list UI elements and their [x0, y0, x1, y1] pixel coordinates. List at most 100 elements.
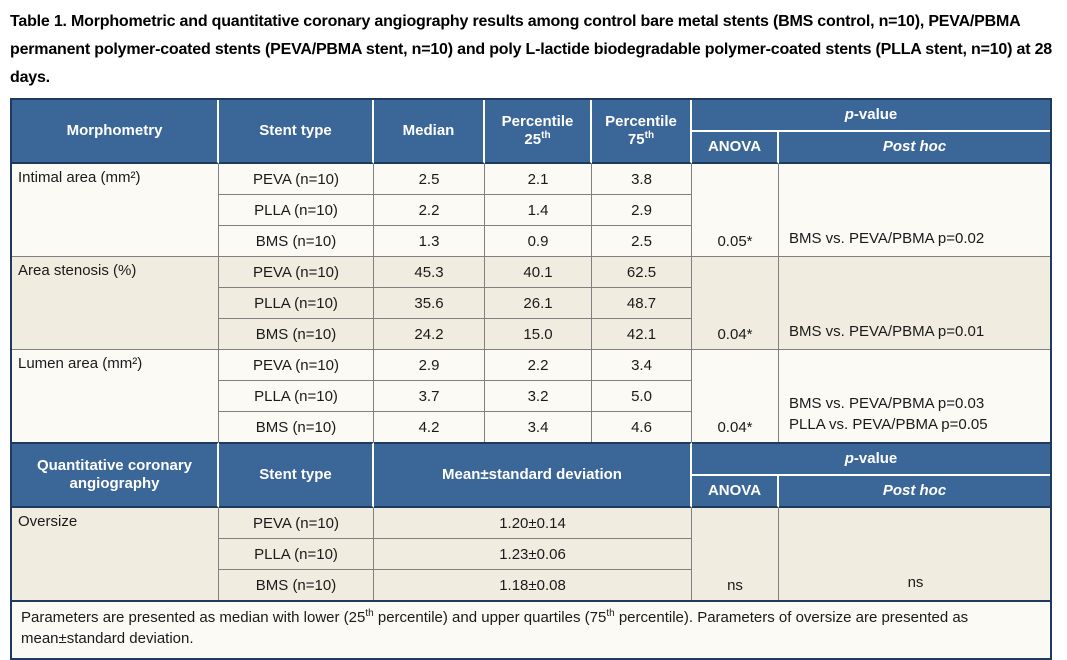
footnote-text: Parameters are presented as median with …: [21, 609, 366, 626]
stent-cell: PEVA (n=10): [219, 257, 374, 288]
p25-cell: 26.1: [485, 288, 592, 319]
anova-cell: 0.04*: [692, 350, 779, 442]
footnote-text: percentile) and upper quartiles (75: [373, 609, 607, 626]
qca-header-line2: angiography: [69, 475, 160, 492]
column-header-post-hoc: Post hoc: [779, 132, 1050, 164]
stent-cell: PLLA (n=10): [219, 381, 374, 412]
p-value-italic-p: p: [844, 106, 854, 123]
anova-cell: ns: [692, 508, 779, 600]
median-cell: 1.3: [374, 226, 485, 257]
posthoc-line: BMS vs. PEVA/PBMA p=0.01: [789, 323, 985, 341]
posthoc-cell: BMS vs. PEVA/PBMA p=0.03 PLLA vs. PEVA/PB…: [779, 350, 1050, 442]
column-header-post-hoc: Post hoc: [779, 476, 1050, 508]
table-row: BMS (n=10) 24.2 15.0 42.1: [12, 319, 1050, 350]
p75-cell: 5.0: [592, 381, 692, 412]
posthoc-cell: BMS vs. PEVA/PBMA p=0.01: [779, 257, 1050, 350]
p25-cell: 3.4: [485, 412, 592, 442]
p75-cell: 48.7: [592, 288, 692, 319]
stent-cell: BMS (n=10): [219, 226, 374, 257]
median-cell: 2.2: [374, 195, 485, 226]
table-row: BMS (n=10) 1.3 0.9 2.5: [12, 226, 1050, 257]
table-row: Lumen area (mm²) PEVA (n=10) 2.9 2.2 3.4…: [12, 350, 1050, 442]
category-cell: Area stenosis (%): [12, 257, 219, 350]
morphometry-header-row-2: ANOVA Post hoc: [12, 132, 1050, 164]
p75-cell: 2.5: [592, 226, 692, 257]
stent-cell: PEVA (n=10): [219, 164, 374, 195]
median-cell: 2.9: [374, 350, 485, 381]
p25-cell: 2.1: [485, 164, 592, 195]
percentile-75-num: 75: [627, 131, 645, 148]
p-value-rest: -value: [853, 450, 898, 467]
median-cell: 2.5: [374, 164, 485, 195]
p25-cell: 1.4: [485, 195, 592, 226]
stent-cell: PLLA (n=10): [219, 195, 374, 226]
column-header-p-value: p-value: [692, 442, 1050, 476]
table-container: Morphometry Stent type Median Percentile…: [10, 98, 1052, 660]
stent-cell: BMS (n=10): [219, 570, 374, 600]
qca-header-row-2: ANOVA Post hoc: [12, 476, 1050, 508]
stent-cell: BMS (n=10): [219, 319, 374, 350]
posthoc-line: PLLA vs. PEVA/PBMA p=0.05: [789, 416, 988, 434]
qca-header-row-1: Quantitative coronary angiography Stent t…: [12, 442, 1050, 508]
percentile-25-line1: Percentile: [501, 113, 574, 130]
stent-cell: PLLA (n=10): [219, 539, 374, 570]
category-cell: Intimal area (mm²): [12, 164, 219, 257]
posthoc-line: BMS vs. PEVA/PBMA p=0.02: [789, 230, 985, 248]
p75-cell: 3.8: [592, 164, 692, 195]
column-header-stent-type: Stent type: [219, 100, 374, 164]
category-cell: Oversize: [12, 508, 219, 600]
footnote-sup: th: [365, 608, 374, 619]
column-header-percentile-75: Percentile 75th: [592, 100, 692, 164]
posthoc-line: BMS vs. PEVA/PBMA p=0.03: [789, 394, 985, 412]
p75-cell: 3.4: [592, 350, 692, 381]
table-row: Oversize PEVA (n=10) 1.20±0.14 ns ns: [12, 508, 1050, 600]
p25-cell: 2.2: [485, 350, 592, 381]
median-cell: 45.3: [374, 257, 485, 288]
p25-cell: 3.2: [485, 381, 592, 412]
column-header-percentile-25: Percentile 25th: [485, 100, 592, 164]
table-row: Intimal area (mm²) PEVA (n=10) 2.5 2.1 3…: [12, 164, 1050, 257]
mean-sd-cell: 1.18±0.08: [374, 570, 692, 600]
p75-cell: 4.6: [592, 412, 692, 442]
column-header-morphometry: Morphometry: [12, 100, 219, 164]
posthoc-cell: ns: [779, 508, 1050, 600]
column-header-anova: ANOVA: [692, 476, 779, 508]
column-header-mean-sd: Mean±standard deviation: [374, 442, 692, 508]
anova-cell: 0.05*: [692, 164, 779, 257]
mean-sd-cell: 1.23±0.06: [374, 539, 692, 570]
table-row: BMS (n=10) 1.18±0.08: [12, 570, 1050, 600]
posthoc-line: ns: [907, 574, 924, 592]
stent-cell: PEVA (n=10): [219, 508, 374, 539]
stent-cell: PLLA (n=10): [219, 288, 374, 319]
median-cell: 3.7: [374, 381, 485, 412]
percentile-25-num: 25: [524, 131, 542, 148]
column-header-qca: Quantitative coronary angiography: [12, 442, 219, 508]
footnote-sup: th: [606, 608, 615, 619]
column-header-anova: ANOVA: [692, 132, 779, 164]
median-cell: 24.2: [374, 319, 485, 350]
p25-cell: 0.9: [485, 226, 592, 257]
p25-cell: 40.1: [485, 257, 592, 288]
table-row: Area stenosis (%) PEVA (n=10) 45.3 40.1 …: [12, 257, 1050, 350]
stent-cell: PEVA (n=10): [219, 350, 374, 381]
anova-cell: 0.04*: [692, 257, 779, 350]
column-header-median: Median: [374, 100, 485, 164]
results-table: Morphometry Stent type Median Percentile…: [12, 100, 1050, 600]
table-row: BMS (n=10) 4.2 3.4 4.6: [12, 412, 1050, 442]
median-cell: 4.2: [374, 412, 485, 442]
p75-cell: 2.9: [592, 195, 692, 226]
p-value-rest: -value: [853, 106, 898, 123]
median-cell: 35.6: [374, 288, 485, 319]
table-row: PLLA (n=10) 35.6 26.1 48.7: [12, 288, 1050, 319]
mean-sd-cell: 1.20±0.14: [374, 508, 692, 539]
column-header-p-value: p-value: [692, 100, 1050, 132]
table-row: PLLA (n=10) 3.7 3.2 5.0: [12, 381, 1050, 412]
table-row: PLLA (n=10) 2.2 1.4 2.9: [12, 195, 1050, 226]
category-cell: Lumen area (mm²): [12, 350, 219, 442]
percentile-75-line1: Percentile: [605, 113, 677, 130]
morphometry-header-row-1: Morphometry Stent type Median Percentile…: [12, 100, 1050, 164]
p75-cell: 42.1: [592, 319, 692, 350]
p75-cell: 62.5: [592, 257, 692, 288]
table-row: PLLA (n=10) 1.23±0.06: [12, 539, 1050, 570]
table-title: Table 1. Morphometric and quantitative c…: [10, 13, 1052, 86]
